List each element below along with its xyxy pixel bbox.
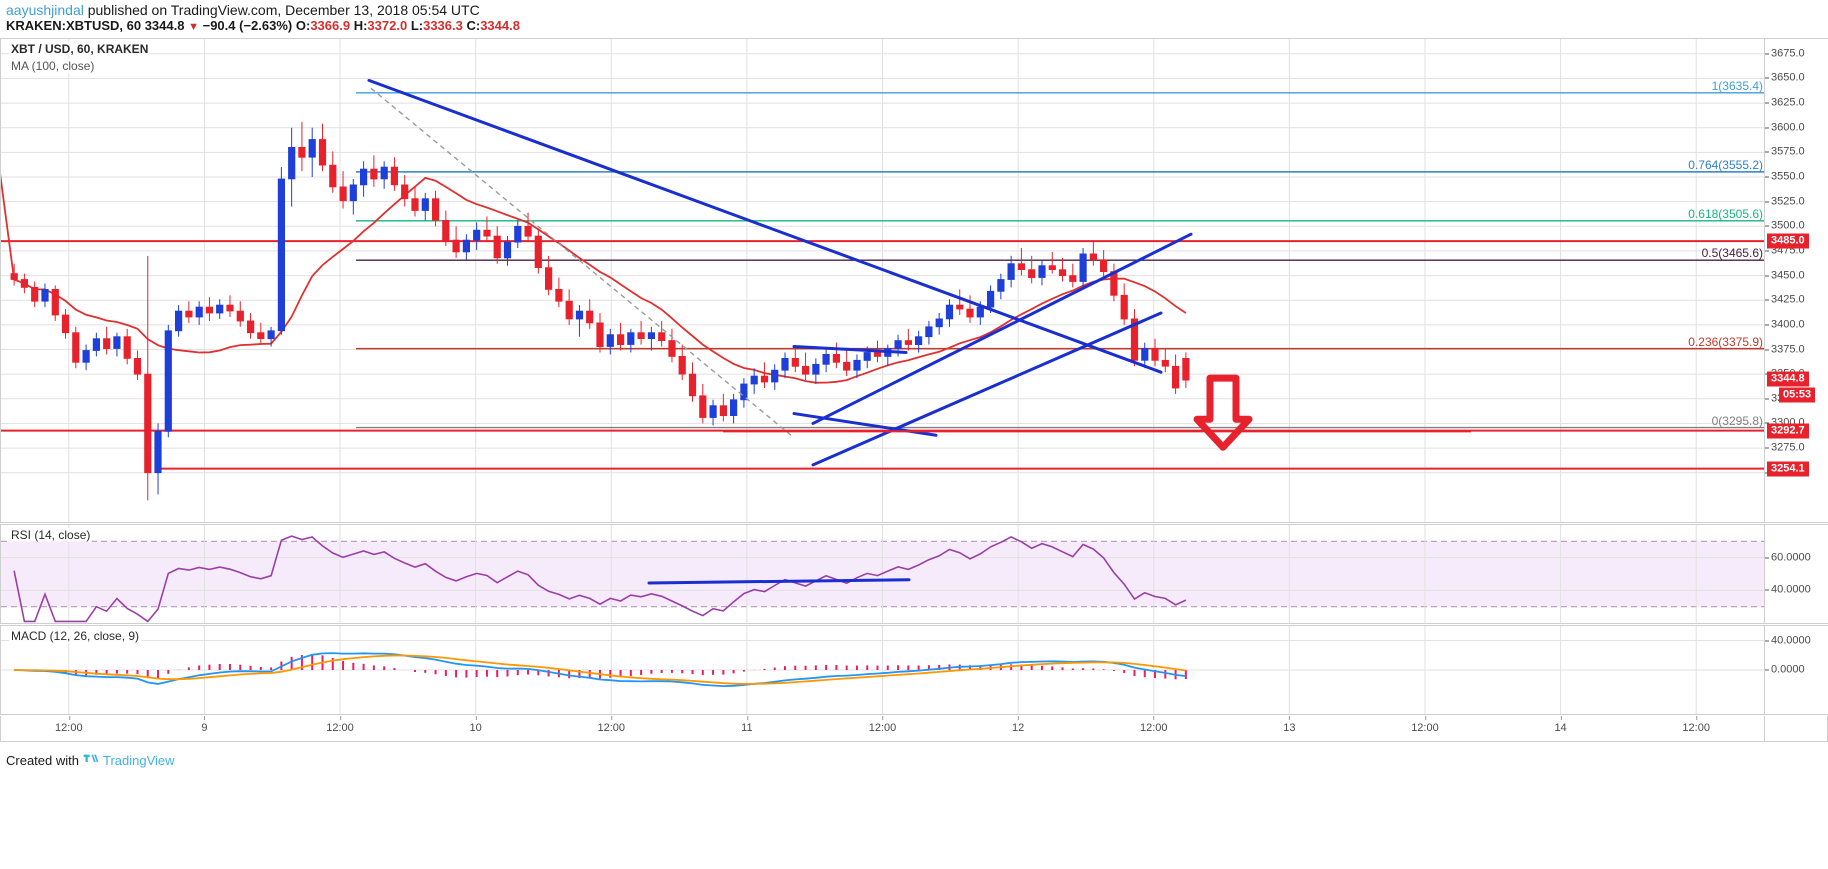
macd-pane[interactable]: MACD (12, 26, close, 9) (0, 625, 1765, 715)
price-axis-tick: 3575.0 (1765, 145, 1805, 158)
price-pane-legend: XBT / USD, 60, KRAKEN (9, 42, 151, 56)
price-axis-tick: 3475.0 (1765, 244, 1805, 257)
price-axis-tick: 3525.0 (1765, 195, 1805, 208)
price-axis-tick: 3450.0 (1765, 269, 1805, 282)
time-axis-tick: 10 (469, 716, 482, 734)
ma-legend: MA (100, close) (9, 59, 97, 73)
high-label: H: (353, 18, 368, 33)
price-axis-tick: 3625.0 (1765, 96, 1805, 109)
rsi-pane[interactable]: RSI (14, close) (0, 524, 1765, 624)
fib-level-label: 0.5(3465.6) (1701, 246, 1763, 261)
time-axis-tick: 12:00 (1682, 716, 1710, 734)
price-axis-tick: 3550.0 (1765, 170, 1805, 183)
fib-level-label: 0.618(3505.6) (1688, 206, 1763, 221)
countdown-badge: 05:53 (1779, 387, 1816, 403)
macd-axis-tick: 40.0000 (1765, 634, 1811, 647)
fib-level-label: 1(3635.4) (1711, 78, 1763, 93)
macd-plot (1, 626, 1764, 714)
time-axis-tick: 13 (1283, 716, 1296, 734)
price-axis-tick: 3275.0 (1765, 441, 1805, 454)
time-axis-tick: 12:00 (55, 716, 83, 734)
time-axis-tick: 11 (741, 716, 753, 734)
time-axis-tick: 12:00 (1139, 716, 1168, 734)
fib-level-label: 0.236(3375.9) (1688, 334, 1763, 349)
chart-header: aayushjindal published on TradingView.co… (0, 0, 1828, 34)
fib-level-label: 0(3295.8) (1711, 413, 1763, 428)
fib-level-label: 0.764(3555.2) (1688, 157, 1763, 172)
price-badge: 3254.1 (1767, 461, 1809, 477)
rsi-plot (1, 525, 1764, 623)
time-axis-tick: 12:00 (597, 716, 626, 734)
open-label: O: (295, 18, 311, 33)
macd-legend: MACD (12, 26, close, 9) (9, 629, 142, 643)
close-value: 3344.8 (480, 18, 520, 33)
price-badge: 3344.8 (1767, 371, 1809, 387)
price-badge: 3292.7 (1767, 423, 1809, 439)
time-axis-tick: 12:00 (326, 716, 354, 734)
close-label: C: (466, 18, 481, 33)
price-axis-tick: 3425.0 (1765, 293, 1805, 306)
price-change: −90.4 (−2.63%) (202, 18, 293, 33)
last-price: 3344.8 (144, 18, 185, 33)
price-plot (1, 39, 1764, 522)
rsi-axis-tick: 40.0000 (1765, 583, 1811, 596)
rsi-axis[interactable]: 60.0000 40.0000 (1765, 524, 1828, 624)
down-triangle-icon: ▼ (188, 21, 199, 33)
time-axis-tick: 12:00 (1411, 716, 1439, 734)
publish-meta: published on TradingView.com, December 1… (83, 2, 480, 18)
footer-brand[interactable]: TradingView (102, 752, 175, 768)
time-axis[interactable]: 12:00 9 12:00 10 12:00 11 12:00 12 12:00 13 12:00 1… (0, 716, 1765, 742)
price-axis-tick: 3650.0 (1765, 71, 1805, 84)
open-value: 3366.9 (310, 18, 351, 33)
time-axis-tick: 12 (1011, 716, 1025, 734)
price-axis-tick: 3375.0 (1765, 343, 1805, 355)
footer: Created with TradingView (6, 752, 175, 768)
footer-created-with: Created with (6, 752, 79, 768)
price-axis[interactable]: 3675.0 3650.0 3625.0 3600.0 3575.0 3550.0 3525… (1765, 38, 1828, 523)
time-axis-tick: 12:00 (868, 716, 897, 734)
symbol-label[interactable]: KRAKEN:XBTUSD, 60 (6, 18, 142, 33)
quote-line: KRAKEN:XBTUSD, 60 3344.8 ▼ −90.4 (−2.63%… (6, 18, 1822, 35)
macd-axis-tick: 0.0000 (1765, 663, 1805, 676)
price-axis-tick: 3675.0 (1765, 47, 1805, 60)
macd-axis[interactable]: 40.0000 0.0000 (1765, 625, 1828, 715)
axis-corner (1765, 716, 1828, 742)
price-pane[interactable]: XBT / USD, 60, KRAKEN MA (100, close) 1(… (0, 38, 1765, 523)
price-axis-tick: 3600.0 (1765, 121, 1805, 134)
high-value: 3372.0 (367, 18, 408, 33)
low-label: L: (410, 18, 424, 33)
tradingview-logo-icon (83, 754, 99, 762)
publish-line: aayushjindal published on TradingView.co… (6, 2, 1822, 18)
author-link[interactable]: aayushjindal (6, 2, 84, 18)
rsi-axis-tick: 60.0000 (1765, 551, 1811, 564)
rsi-legend: RSI (14, close) (9, 528, 93, 542)
time-axis-tick: 14 (1554, 716, 1567, 734)
price-badge: 3485.0 (1767, 233, 1809, 249)
time-axis-tick: 9 (201, 716, 208, 734)
low-value: 3336.3 (423, 18, 463, 33)
price-axis-tick: 3400.0 (1765, 318, 1805, 331)
price-axis-tick: 3500.0 (1765, 219, 1805, 232)
